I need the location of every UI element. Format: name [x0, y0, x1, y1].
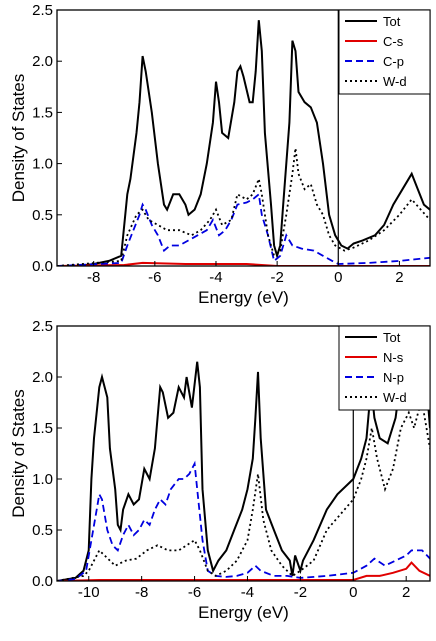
x-tick-label: 2	[395, 269, 403, 286]
y-tick-label: 1.5	[32, 420, 53, 437]
legend-label: W-d	[383, 390, 407, 405]
legend: Tot C-s C-p W-d	[338, 9, 431, 95]
x-tick-label: 2	[402, 584, 410, 601]
y-tick-label: 2.0	[32, 53, 53, 70]
legend-label: Tot	[383, 14, 401, 29]
y-tick-label: 2.5	[32, 318, 53, 335]
y-axis-label: Density of States	[9, 389, 28, 518]
legend-label: W-d	[383, 74, 407, 89]
x-tick-label: -10	[78, 584, 100, 601]
x-tick-label: -8	[87, 269, 100, 286]
series-line	[57, 561, 430, 581]
legend: Tot N-s N-p W-d	[338, 325, 431, 411]
series-line	[57, 460, 430, 581]
plot-frame	[56, 325, 431, 582]
panel: -10 -8 -6 -4 -2 0 2 0.0 0.5 1.0 1.5 2.0 2.5 Energy (e…	[9, 318, 431, 622]
series-line	[57, 148, 430, 266]
legend-box	[338, 325, 431, 411]
y-tick-label: 0.5	[32, 522, 53, 539]
series-line	[57, 192, 430, 266]
x-tick-label: 0	[334, 269, 342, 286]
legend-label: N-s	[383, 350, 404, 365]
legend-label: Tot	[383, 330, 401, 345]
y-tick-label: 0.0	[32, 258, 53, 275]
x-axis-label: Energy (eV)	[198, 603, 289, 622]
x-tick-label: -4	[209, 269, 222, 286]
y-tick-label: 2.0	[32, 369, 53, 386]
y-tick-label: 2.5	[32, 2, 53, 19]
y-tick-label: 1.5	[32, 104, 53, 121]
y-tick-label: 1.0	[32, 471, 53, 488]
x-tick-label: -6	[188, 584, 201, 601]
x-tick-label: -2	[270, 269, 283, 286]
x-axis-label: Energy (eV)	[198, 288, 289, 307]
y-axis-label: Density of States	[9, 74, 28, 203]
series-line	[57, 399, 430, 581]
plot-frame	[56, 9, 431, 267]
panel: -8 -6 -4 -2 0 2 0.0 0.5 1.0 1.5 2.0 2.5 Energy (eV) D…	[9, 2, 431, 307]
legend-label: C-s	[383, 34, 404, 49]
series-line	[57, 20, 430, 266]
y-tick-label: 0.5	[32, 207, 53, 224]
y-tick-label: 1.0	[32, 156, 53, 173]
x-tick-label: -8	[135, 584, 148, 601]
x-tick-label: -4	[241, 584, 254, 601]
x-tick-label: -2	[294, 584, 307, 601]
y-tick-label: 0.0	[32, 573, 53, 590]
legend-box	[338, 9, 431, 95]
x-tick-label: -6	[148, 269, 161, 286]
x-tick-label: 0	[349, 584, 357, 601]
legend-label: N-p	[383, 370, 404, 385]
legend-label: C-p	[383, 54, 404, 69]
